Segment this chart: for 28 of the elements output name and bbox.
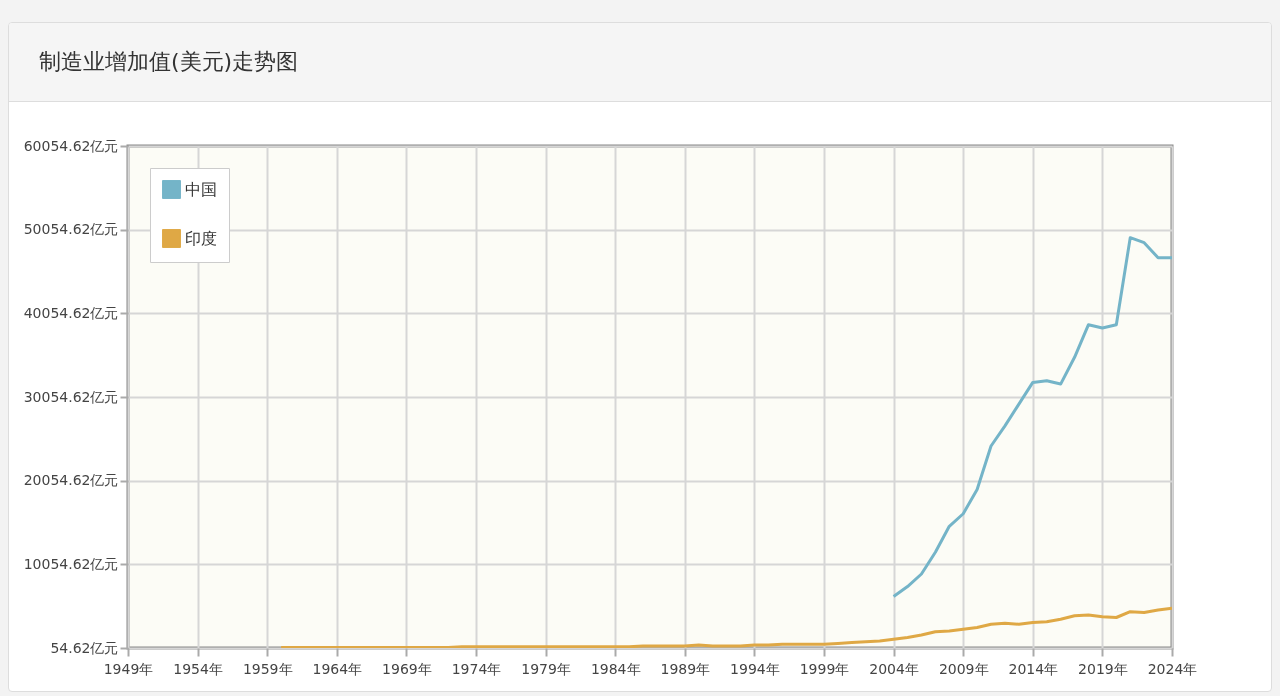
x-tick-label: 2024年 <box>1147 660 1198 677</box>
x-tick-label: 1984年 <box>590 660 641 677</box>
x-tick-label: 2019年 <box>1078 660 1128 677</box>
x-tick-label: 2009年 <box>938 660 989 677</box>
line-series <box>892 236 1172 599</box>
y-tick-label: 20054.62亿元 <box>23 472 119 489</box>
x-tick-label: 1994年 <box>730 660 780 677</box>
x-tick-label: 1949年 <box>103 660 154 677</box>
y-tick-label: 30054.62亿元 <box>23 388 119 405</box>
y-tick-label: 54.62亿元 <box>50 639 119 656</box>
y-tick-label: 60054.62亿元 <box>23 137 119 154</box>
x-tick-label: 2004年 <box>869 660 919 677</box>
x-tick-label: 1974年 <box>451 660 502 677</box>
x-tick-label: 1964年 <box>312 660 363 677</box>
y-tick-label: 50054.62亿元 <box>23 221 119 238</box>
x-tick-label: 1954年 <box>173 660 223 677</box>
line-series <box>279 606 1172 648</box>
chart-title: 制造业增加值(美元)走势图 <box>9 23 1271 102</box>
legend-label: 中国 <box>185 179 217 199</box>
y-tick-label: 10054.62亿元 <box>23 555 119 572</box>
x-tick-label: 1979年 <box>521 660 571 677</box>
x-tick-label: 1989年 <box>660 660 711 677</box>
x-tick-label: 1999年 <box>799 660 850 677</box>
x-tick-label: 2014年 <box>1008 660 1059 677</box>
legend-label: 印度 <box>185 228 217 248</box>
x-tick-label: 1969年 <box>382 660 432 677</box>
y-tick-label: 40054.62亿元 <box>23 304 119 321</box>
x-tick-label: 1959年 <box>242 660 293 677</box>
